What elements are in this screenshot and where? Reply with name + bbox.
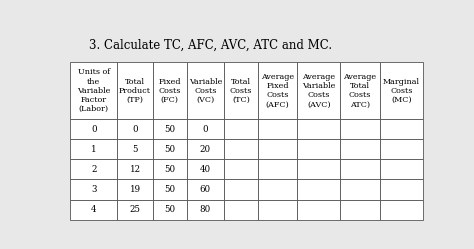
Text: 3. Calculate TC, AFC, AVC, ATC and MC.: 3. Calculate TC, AFC, AVC, ATC and MC. <box>89 39 332 52</box>
